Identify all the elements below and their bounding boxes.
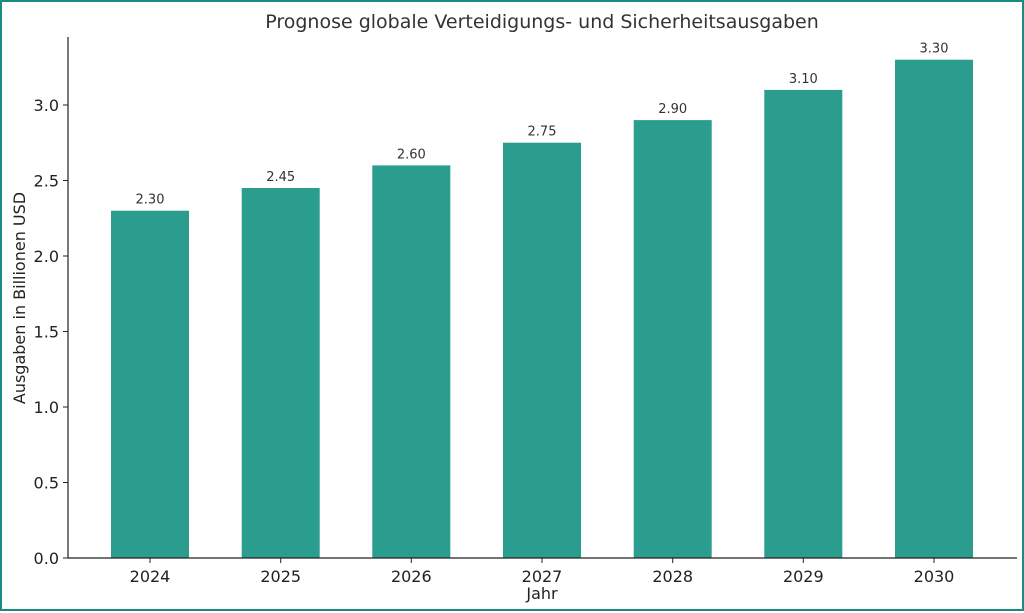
bar-2025 — [241, 188, 320, 558]
data-label-2024: 2.30 — [136, 193, 165, 208]
data-label-2028: 2.90 — [658, 102, 687, 117]
data-label-2030: 3.30 — [920, 42, 949, 57]
x-tick-label-2026: 2026 — [391, 567, 432, 586]
y-tick-label-1.0: 1.0 — [34, 398, 59, 417]
x-tick-label-2030: 2030 — [914, 567, 955, 586]
y-tick-label-0.5: 0.5 — [34, 474, 59, 493]
data-label-2027: 2.75 — [528, 125, 557, 140]
y-tick-label-2.5: 2.5 — [34, 172, 59, 191]
x-tick-label-2024: 2024 — [130, 567, 171, 586]
bar-2028 — [633, 120, 712, 558]
y-tick-label-3.0: 3.0 — [34, 96, 59, 115]
x-tick-label-2025: 2025 — [260, 567, 301, 586]
y-tick-label-2.0: 2.0 — [34, 247, 59, 266]
x-tick-label-2028: 2028 — [652, 567, 693, 586]
x-axis-ticks: 2024 2025 2026 2027 2028 2029 2030 — [130, 558, 955, 586]
data-label-2026: 2.60 — [397, 147, 426, 162]
bar-2024 — [111, 210, 189, 558]
data-labels-group: 2.30 2.45 2.60 2.75 2.90 3.10 3.30 — [136, 42, 949, 208]
bar-2027 — [503, 142, 581, 558]
bar-2030 — [895, 59, 973, 558]
chart-title: Prognose globale Verteidigungs- und Sich… — [265, 11, 819, 33]
x-axis-label: Jahr — [525, 584, 558, 603]
x-tick-label-2027: 2027 — [522, 567, 563, 586]
x-tick-label-2029: 2029 — [783, 567, 824, 586]
bar-2029 — [764, 89, 843, 559]
y-axis-label: Ausgaben in Billionen USD — [10, 192, 29, 404]
data-label-2029: 3.10 — [789, 72, 818, 87]
y-axis-ticks: 0.0 0.5 1.0 1.5 2.0 2.5 3.0 — [34, 96, 68, 568]
bar-2026 — [372, 165, 451, 558]
y-tick-label-1.5: 1.5 — [34, 323, 59, 342]
y-tick-label-0.0: 0.0 — [34, 549, 59, 568]
data-label-2025: 2.45 — [266, 170, 295, 185]
bars-group — [111, 59, 973, 559]
